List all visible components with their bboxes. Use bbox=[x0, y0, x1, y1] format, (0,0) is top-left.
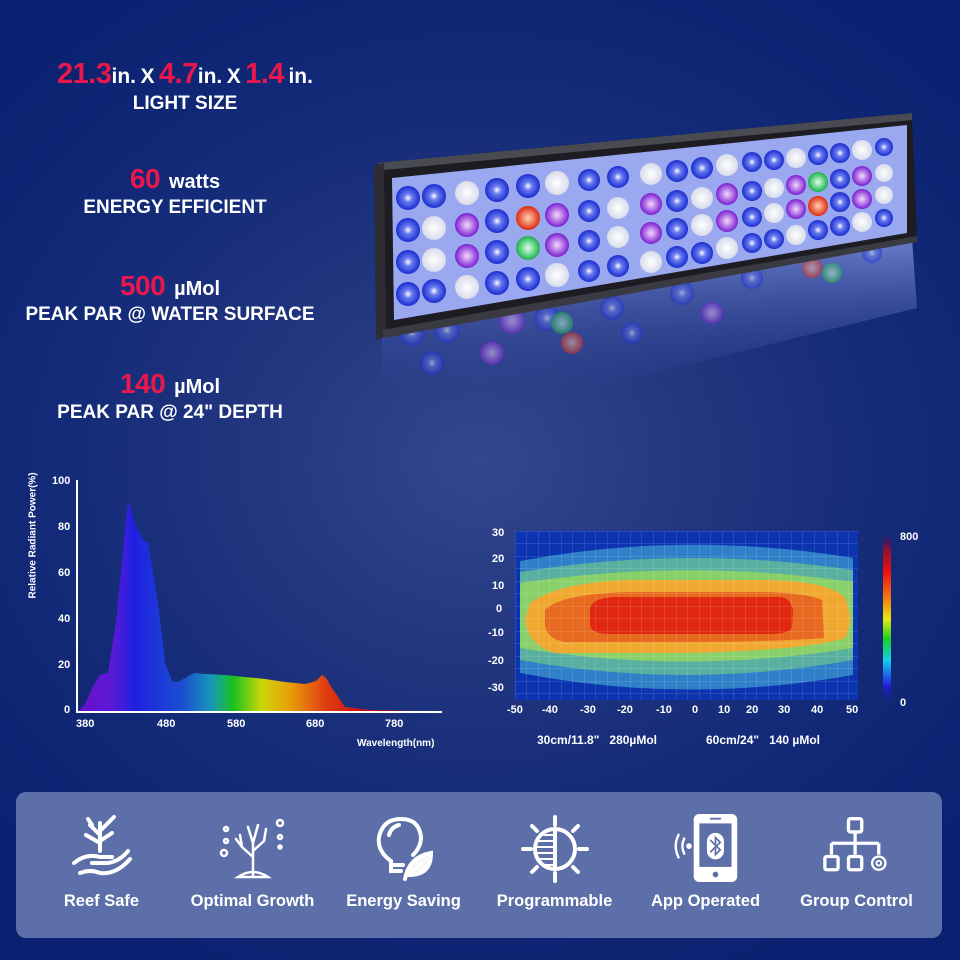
size-separator: X bbox=[140, 65, 155, 88]
feature-label: App Operated bbox=[650, 892, 761, 910]
feature-label: Programmable bbox=[496, 892, 613, 910]
power-value: 60 bbox=[129, 163, 161, 194]
size-width-unit: in. bbox=[197, 65, 223, 88]
x-tick: 480 bbox=[157, 718, 176, 730]
power-label: ENERGY EFFICIENT bbox=[83, 197, 267, 218]
feature-programmable: Programmable bbox=[485, 792, 625, 911]
dimmer-sun-icon bbox=[520, 810, 590, 886]
features-bar: Reef Safe Optimal Growth Energy Saving bbox=[16, 792, 942, 938]
par-surface-label: PEAK PAR @ WATER SURFACE bbox=[25, 304, 315, 325]
par-depth-label: PEAK PAR @ 24" DEPTH bbox=[57, 402, 283, 423]
y-tick: -10 bbox=[488, 627, 504, 639]
feature-app-operated: App Operated bbox=[636, 792, 776, 911]
x-tick: 780 bbox=[385, 718, 404, 730]
x-axis-label: Wavelength(nm) bbox=[357, 738, 435, 749]
y-axis-label: Relative Radiant Power(%) bbox=[27, 472, 39, 599]
y-tick: 80 bbox=[58, 521, 71, 533]
y-tick: 60 bbox=[58, 567, 71, 579]
spectrum-chart: 100 80 60 40 20 0 380 480 580 680 780 Wa… bbox=[20, 470, 450, 760]
feature-label: Group Control bbox=[800, 892, 913, 910]
feature-energy-saving: Energy Saving bbox=[334, 792, 474, 911]
bulb-leaf-icon bbox=[369, 810, 439, 886]
size-label: LIGHT SIZE bbox=[132, 93, 238, 114]
x-tick: 680 bbox=[306, 718, 325, 730]
par-depth-value: 140 bbox=[119, 368, 166, 399]
x-tick: 50 bbox=[846, 704, 859, 716]
y-tick: 20 bbox=[492, 553, 505, 565]
spectrum-area bbox=[78, 500, 430, 711]
par-depth-unit: µMol bbox=[174, 376, 221, 398]
x-tick: 40 bbox=[811, 704, 824, 716]
par-surface-value: 500 bbox=[119, 270, 166, 301]
size-separator: X bbox=[226, 65, 241, 88]
spec-par-depth: 140 µMol PEAK PAR @ 24" DEPTH bbox=[10, 368, 330, 424]
feature-label: Reef Safe bbox=[63, 892, 140, 910]
y-tick: 0 bbox=[496, 603, 503, 615]
y-tick: 0 bbox=[64, 704, 71, 716]
spec-light-size: 21.3in. X 4.7in. X 1.4 in. LIGHT SIZE bbox=[40, 58, 330, 115]
size-height: 1.4 bbox=[245, 58, 284, 90]
colorbar-max: 800 bbox=[900, 531, 919, 543]
x-tick: -20 bbox=[617, 704, 633, 716]
power-unit: watts bbox=[168, 171, 221, 193]
x-tick: 580 bbox=[227, 718, 246, 730]
y-tick: 20 bbox=[58, 659, 71, 671]
heatmap-plot bbox=[515, 531, 891, 702]
spec-par-surface: 500 µMol PEAK PAR @ WATER SURFACE bbox=[10, 270, 330, 326]
x-tick: 0 bbox=[692, 704, 699, 716]
x-tick: 20 bbox=[746, 704, 759, 716]
heatmap-caption-60cm: 60cm/24" 140 µMol bbox=[706, 733, 820, 747]
y-tick: 10 bbox=[492, 580, 505, 592]
size-length-unit: in. bbox=[111, 65, 137, 88]
spectrum-plot bbox=[76, 480, 442, 713]
phone-bluetooth-icon bbox=[671, 810, 741, 886]
size-length: 21.3 bbox=[57, 58, 112, 90]
size-height-unit: in. bbox=[288, 65, 313, 88]
coral-hand-icon bbox=[67, 810, 137, 886]
feature-reef-safe: Reef Safe bbox=[32, 792, 172, 911]
heatmap-caption-30cm: 30cm/11.8" 280µMol bbox=[537, 733, 658, 747]
x-tick: -10 bbox=[656, 704, 672, 716]
x-tick: 380 bbox=[76, 718, 95, 730]
y-tick: 30 bbox=[492, 527, 505, 539]
coral-bubbles-icon bbox=[218, 810, 288, 886]
x-tick: -50 bbox=[507, 704, 523, 716]
par-heatmap-chart: 30 20 10 0 -10 -20 -30 -50 -40 -30 -20 -… bbox=[470, 520, 940, 760]
led-fixture-image bbox=[372, 108, 922, 408]
colorbar-min: 0 bbox=[900, 697, 907, 709]
led-fixture-illustration bbox=[374, 113, 917, 403]
x-tick: 10 bbox=[718, 704, 731, 716]
y-tick: 40 bbox=[58, 613, 71, 625]
feature-optimal-growth: Optimal Growth bbox=[183, 792, 323, 911]
feature-label: Energy Saving bbox=[346, 892, 461, 910]
y-tick: -30 bbox=[488, 682, 504, 694]
x-tick: -30 bbox=[580, 704, 596, 716]
par-surface-unit: µMol bbox=[174, 278, 221, 300]
feature-label: Optimal Growth bbox=[190, 892, 315, 910]
y-tick: 100 bbox=[52, 475, 71, 487]
y-tick: -20 bbox=[488, 655, 504, 667]
spec-power: 60 watts ENERGY EFFICIENT bbox=[30, 163, 320, 219]
x-tick: 30 bbox=[778, 704, 791, 716]
x-tick: -40 bbox=[542, 704, 558, 716]
feature-group-control: Group Control bbox=[787, 792, 927, 911]
network-gear-icon bbox=[822, 810, 892, 886]
size-width: 4.7 bbox=[158, 58, 198, 90]
